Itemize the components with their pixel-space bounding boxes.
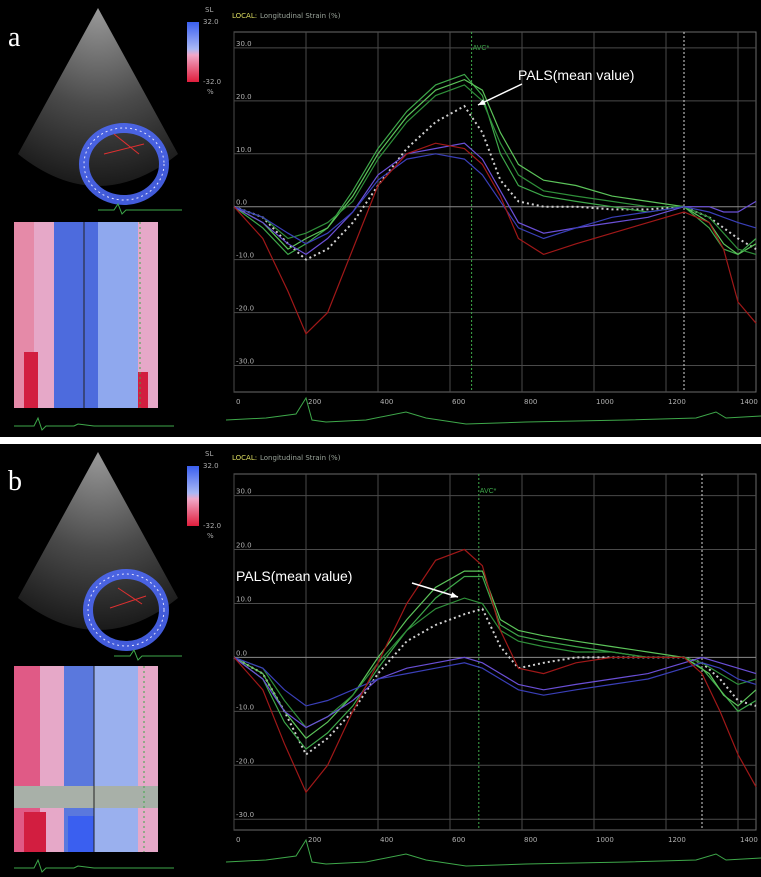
ecg-trace-small-b xyxy=(14,858,174,873)
y-tick-label: -30.0 xyxy=(236,358,254,366)
y-tick-label: 10.0 xyxy=(236,146,252,154)
x-tick-label: 1400 xyxy=(740,836,758,844)
header-local-a: LOCAL: xyxy=(232,12,257,20)
header-local-b: LOCAL: xyxy=(232,454,257,462)
panel-a: SL 32.0 -32.0 % a LOCAL: Longitudinal St… xyxy=(0,0,761,437)
x-tick-label: 600 xyxy=(452,836,465,844)
avc-label-b: AVC* xyxy=(480,488,497,495)
x-tick-label: 1200 xyxy=(668,398,686,406)
header-title-b: Longitudinal Strain (%) xyxy=(260,454,341,462)
segment-strain-line xyxy=(233,575,757,750)
color-scale-a: SL 32.0 -32.0 % xyxy=(187,6,221,96)
segment-strain-line xyxy=(233,597,757,729)
scale-unit-a: % xyxy=(207,88,214,96)
color-scale-b: SL 32.0 -32.0 % xyxy=(187,450,221,540)
plot-frame xyxy=(233,473,757,831)
plot-frame xyxy=(233,31,757,393)
scale-bottom-a: -32.0 xyxy=(203,78,221,86)
panel-b: SL 32.0 -32.0 % b LOCAL: Longitudinal St… xyxy=(0,444,761,877)
mmode-strip-a xyxy=(14,222,158,408)
x-tick-label: 1200 xyxy=(668,836,686,844)
y-tick-label: 20.0 xyxy=(236,93,252,101)
avc-label-a: AVC* xyxy=(473,45,490,52)
x-tick-label: 800 xyxy=(524,398,537,406)
y-tick-label: 30.0 xyxy=(236,40,252,48)
scale-top-a: 32.0 xyxy=(203,18,219,26)
y-tick-label: -20.0 xyxy=(236,757,254,765)
x-tick-label: 1000 xyxy=(596,836,614,844)
segment-strain-line xyxy=(233,142,757,335)
strain-chart-b: LOCAL: Longitudinal Strain (%) 0 200 400 60… xyxy=(226,454,761,867)
segment-strain-line xyxy=(233,570,757,740)
x-tick-label: 1000 xyxy=(596,398,614,406)
x-tick-label: 400 xyxy=(380,398,393,406)
y-tick-label: 0.0 xyxy=(236,199,247,207)
scale-code-a: SL xyxy=(205,6,213,14)
y-tick-label: -10.0 xyxy=(236,252,254,260)
x-tick-label: 400 xyxy=(380,836,393,844)
y-tick-label: 20.0 xyxy=(236,542,252,550)
x-tick-label: 200 xyxy=(308,398,321,406)
ecg-trace-a xyxy=(226,396,761,425)
x-tick-label: 200 xyxy=(308,836,321,844)
scale-top-b: 32.0 xyxy=(203,462,219,470)
mean-strain-line xyxy=(233,607,757,757)
annotation-arrow-b xyxy=(411,582,459,598)
annotation-arrowhead xyxy=(450,592,458,598)
strain-chart-a: LOCAL: Longitudinal Strain (%) 0 200 400 60… xyxy=(226,12,761,425)
scale-code-b: SL xyxy=(205,450,213,458)
segment-strain-line xyxy=(233,84,757,255)
scale-bottom-b: -32.0 xyxy=(203,522,221,530)
y-tick-label: 0.0 xyxy=(236,649,247,657)
echo-image-b xyxy=(18,452,182,661)
annotation-label-b: PALS(mean value) xyxy=(236,568,352,584)
echo-image-a xyxy=(18,8,182,215)
segment-strain-line xyxy=(233,153,757,245)
annotation-arrow-a xyxy=(477,83,523,106)
x-tick-label: 800 xyxy=(524,836,537,844)
x-tick-label: 0 xyxy=(236,836,240,844)
y-tick-label: -20.0 xyxy=(236,305,254,313)
annotation-arrowhead xyxy=(478,99,486,105)
y-tick-label: -30.0 xyxy=(236,811,254,819)
panel-divider xyxy=(0,437,761,444)
segment-strain-line xyxy=(233,548,757,794)
segment-strain-line xyxy=(233,78,757,256)
x-tick-label: 0 xyxy=(236,398,240,406)
annotation-label-a: PALS(mean value) xyxy=(518,67,634,83)
x-tick-label: 1400 xyxy=(740,398,758,406)
y-tick-label: -10.0 xyxy=(236,703,254,711)
y-tick-label: 10.0 xyxy=(236,595,252,603)
mmode-strip-b xyxy=(14,666,158,852)
segment-strain-line xyxy=(233,656,757,729)
y-tick-label: 30.0 xyxy=(236,488,252,496)
panel-letter-a: a xyxy=(8,22,21,53)
ecg-trace-b xyxy=(226,838,761,867)
segment-strain-line xyxy=(233,142,757,256)
x-tick-label: 600 xyxy=(452,398,465,406)
ecg-trace-small-a xyxy=(14,416,174,431)
scale-unit-b: % xyxy=(207,532,214,540)
header-title-a: Longitudinal Strain (%) xyxy=(260,12,341,20)
panel-letter-b: b xyxy=(8,466,22,497)
